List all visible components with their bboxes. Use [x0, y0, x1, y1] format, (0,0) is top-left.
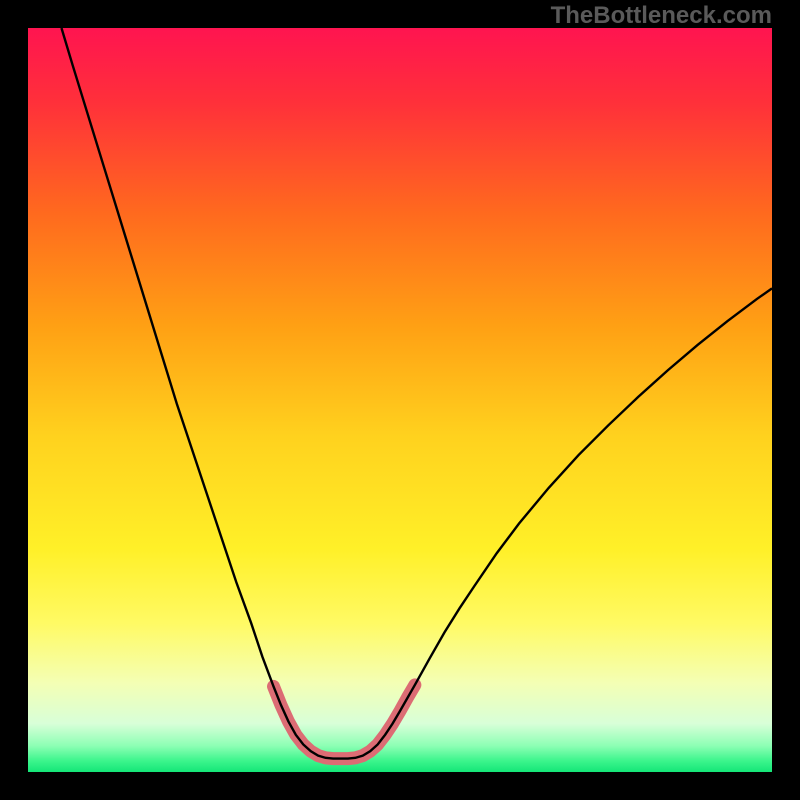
curve-layer [28, 28, 772, 772]
watermark-text: TheBottleneck.com [551, 2, 772, 30]
plot-area [28, 28, 772, 772]
main-curve [61, 28, 772, 759]
